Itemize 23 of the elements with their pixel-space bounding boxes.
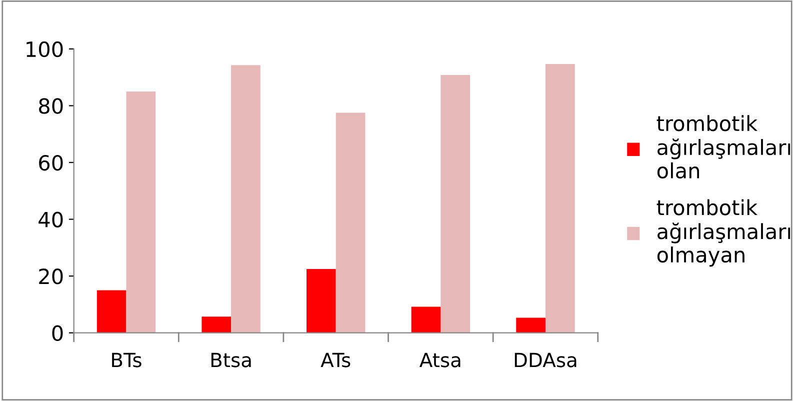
bar	[336, 112, 366, 333]
y-tick-label: 100	[26, 41, 63, 58]
bar	[202, 316, 232, 333]
x-tick-label: Atsa	[420, 352, 460, 368]
bar	[126, 92, 156, 333]
bar	[231, 65, 260, 333]
bar	[545, 64, 575, 333]
y-tick-label: 60	[39, 154, 63, 171]
bar	[440, 75, 470, 333]
bar	[306, 268, 336, 333]
bar	[516, 318, 546, 333]
x-tick-label: ATs	[320, 352, 350, 368]
y-tick-label: 80	[39, 98, 63, 114]
legend-label: trombotik ağırlaşmaları olan	[656, 115, 790, 179]
x-tick-label: DDAsa	[514, 352, 576, 368]
x-tick-label: BTs	[112, 352, 142, 368]
legend-label: trombotik ağırlaşmaları olmayan	[656, 199, 790, 267]
y-tick-label: 40	[38, 212, 63, 228]
y-tick-label: 0	[52, 325, 63, 342]
bar	[96, 290, 126, 333]
y-tick-label: 20	[39, 268, 63, 284]
bar	[411, 306, 441, 333]
x-tick-label: Btsa	[211, 352, 251, 368]
